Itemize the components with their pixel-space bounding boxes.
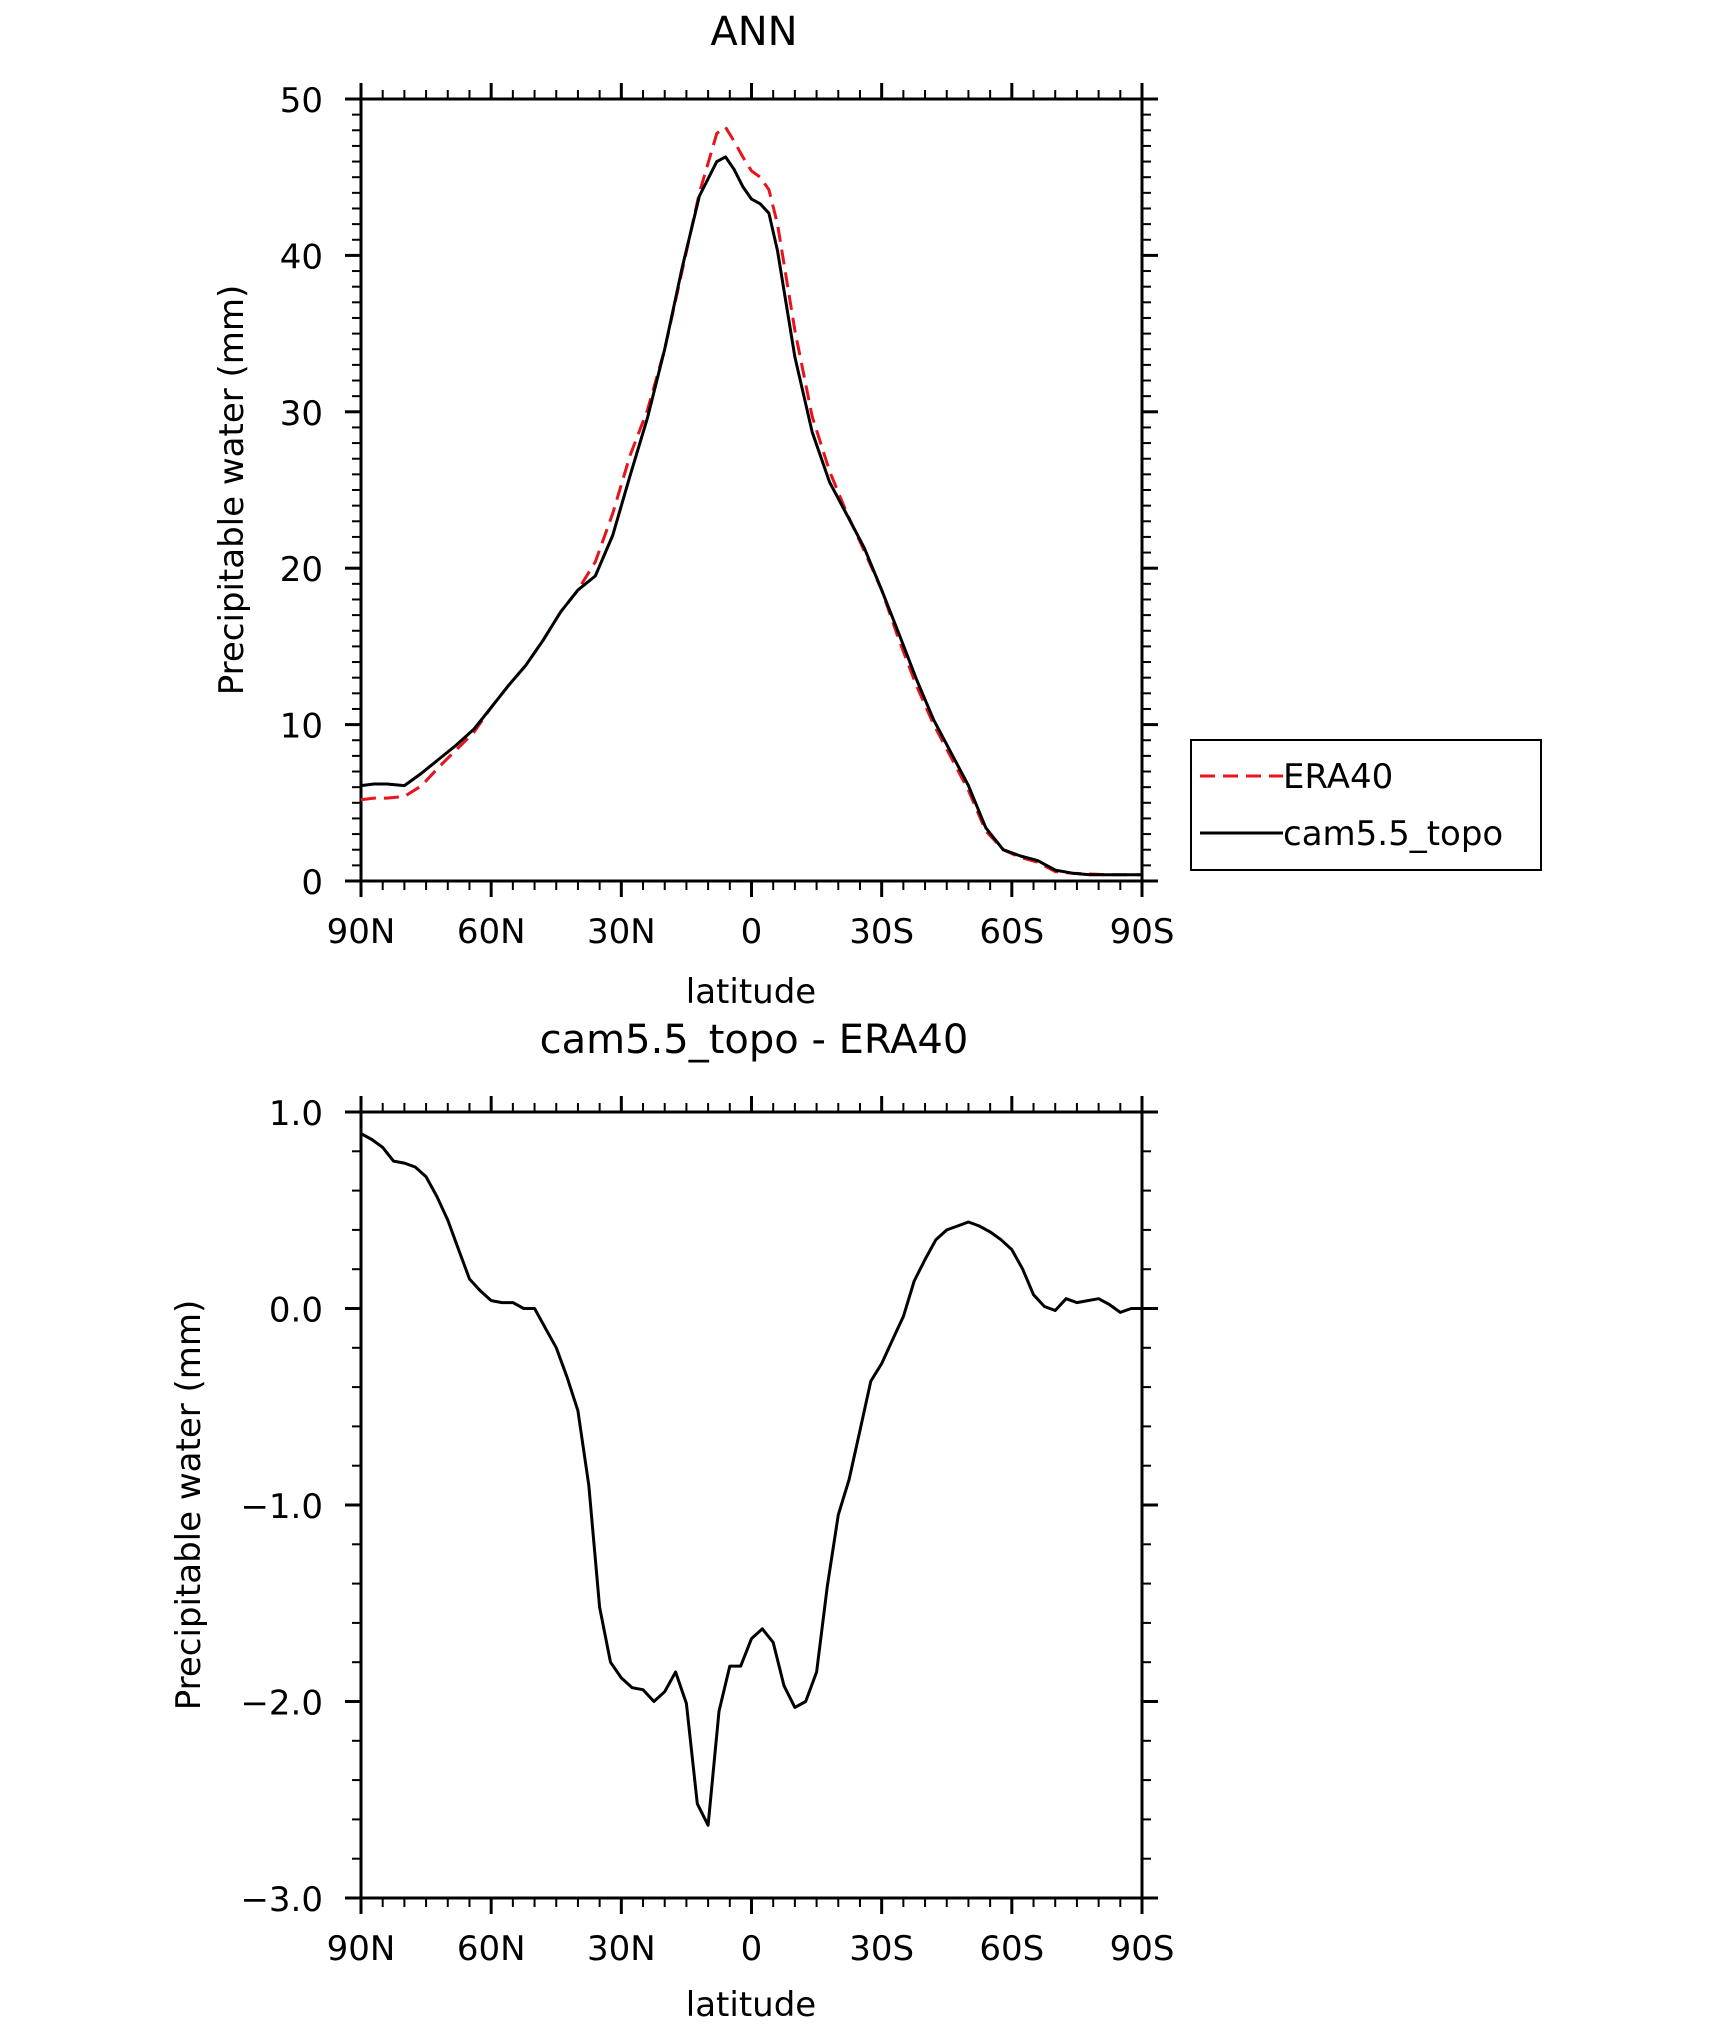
panel1-series-line-cam5-5-topo (360, 155, 1142, 877)
x-tick-label: 30S (849, 1929, 914, 1969)
panel1-series-line-era40 (360, 125, 1142, 877)
y-tick-label: 0 (301, 863, 323, 903)
x-tick-label: 0 (741, 1929, 763, 1969)
panel1-series (360, 125, 1142, 877)
y-tick-label: 40 (280, 237, 323, 277)
panel2-series-line-difference (360, 1132, 1142, 1827)
x-tick-label: 60N (457, 1929, 526, 1969)
legend-box (1190, 739, 1542, 871)
y-tick-label: 30 (280, 394, 323, 434)
panel2-ticks (345, 1096, 1158, 1914)
panel1-plot-frame (359, 97, 1144, 883)
y-tick-label: 0.0 (269, 1291, 323, 1331)
y-tick-label: 50 (280, 81, 323, 121)
panel2-x-axis-label: latitude (686, 1985, 816, 2021)
panel2-title: cam5.5_topo - ERA40 (540, 1017, 969, 1063)
panel-difference: cam5.5_topo - ERA40 1.0 0.0 −1.0 −2.0 −3.0 9… (169, 1017, 1175, 2025)
panel1-ticks (345, 83, 1158, 897)
y-tick-label: −2.0 (240, 1684, 323, 1724)
x-tick-label: 60S (979, 1929, 1044, 1969)
x-tick-label: 60N (457, 912, 526, 952)
x-tick-label: 0 (741, 912, 763, 952)
panel2-y-axis-label: Precipitable water (mm) (169, 1300, 209, 1711)
x-tick-label: 90N (327, 1929, 396, 1969)
y-tick-label: −3.0 (240, 1880, 323, 1920)
x-tick-label: 90S (1110, 912, 1175, 952)
panel1-x-tick-labels: 90N 60N 30N 0 30S 60S 90S (327, 912, 1175, 952)
panel1-x-axis-label: latitude (686, 972, 816, 1012)
panel2-series (360, 1132, 1142, 1827)
x-tick-label: 90S (1110, 1929, 1175, 1969)
panel1-title: ANN (710, 9, 797, 55)
y-tick-label: 20 (280, 550, 323, 590)
x-tick-label: 60S (979, 912, 1044, 952)
panel1-y-tick-labels: 0 10 20 30 40 50 (280, 81, 323, 903)
panel2-y-tick-labels: 1.0 0.0 −1.0 −2.0 −3.0 (240, 1094, 323, 1920)
y-tick-label: 1.0 (269, 1094, 323, 1134)
x-tick-label: 90N (327, 912, 396, 952)
x-tick-label: 30N (587, 1929, 656, 1969)
legend-label-era40: ERA40 (1283, 757, 1393, 797)
legend: ERA40 cam5.5_topo (1190, 739, 1542, 871)
panel2-plot-frame (359, 1110, 1144, 1900)
x-tick-label: 30N (587, 912, 656, 952)
panel-annual-mean: ANN 0 10 20 30 40 50 90N 60N 30N 0 30S 60S 90S Prec… (212, 9, 1542, 1012)
y-tick-label: 10 (280, 707, 323, 747)
y-tick-label: −1.0 (240, 1487, 323, 1527)
panel1-y-axis-label: Precipitable water (mm) (212, 285, 252, 696)
panel2-x-tick-labels: 90N 60N 30N 0 30S 60S 90S (327, 1929, 1175, 1969)
x-tick-label: 30S (849, 912, 914, 952)
legend-label-cam5: cam5.5_topo (1283, 814, 1503, 854)
